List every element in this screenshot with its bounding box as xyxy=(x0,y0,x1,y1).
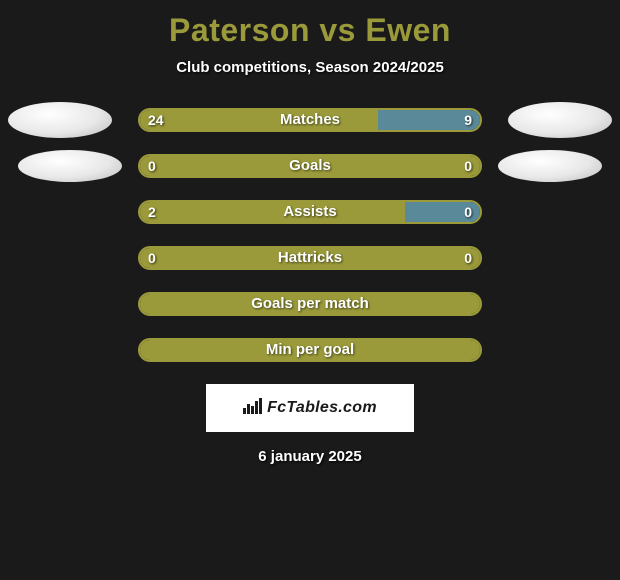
player-left-avatar xyxy=(8,102,112,138)
stat-value-left: 0 xyxy=(148,154,156,178)
stat-label: Matches xyxy=(140,110,480,130)
stat-value-right: 9 xyxy=(464,108,472,132)
stat-label: Assists xyxy=(140,202,480,222)
stat-row: Min per goal xyxy=(0,338,620,366)
stat-bar-track: Goals xyxy=(138,154,482,178)
stat-rows-container: Matches249Goals00Assists20Hattricks00Goa… xyxy=(0,108,620,366)
stat-bar-track: Assists xyxy=(138,200,482,224)
brand-text: FcTables.com xyxy=(267,399,377,417)
stat-label: Goals xyxy=(140,156,480,176)
stat-value-left: 24 xyxy=(148,108,164,132)
player-right-avatar xyxy=(508,102,612,138)
stat-bar-track: Hattricks xyxy=(138,246,482,270)
stat-bar-track: Matches xyxy=(138,108,482,132)
stat-value-right: 0 xyxy=(464,154,472,178)
stat-bar-track: Min per goal xyxy=(138,338,482,362)
page-subtitle: Club competitions, Season 2024/2025 xyxy=(0,59,620,76)
page-title: Paterson vs Ewen xyxy=(0,0,620,49)
stat-value-right: 0 xyxy=(464,200,472,224)
player-right-avatar xyxy=(498,150,602,182)
stat-row: Matches24 9 xyxy=(0,108,620,136)
stat-row: Hattricks0 0 xyxy=(0,246,620,274)
stat-row: Assists2 0 xyxy=(0,200,620,228)
stat-label: Goals per match xyxy=(140,294,480,314)
stat-value-left: 0 xyxy=(148,246,156,270)
stat-label: Min per goal xyxy=(140,340,480,360)
brand-bars-icon xyxy=(243,398,263,419)
stat-row: Goals per match xyxy=(0,292,620,320)
brand-box: FcTables.com xyxy=(206,384,414,432)
date-text: 6 january 2025 xyxy=(0,448,620,465)
stat-row: Goals0 0 xyxy=(0,154,620,182)
stat-value-right: 0 xyxy=(464,246,472,270)
stat-label: Hattricks xyxy=(140,248,480,268)
stat-bar-track: Goals per match xyxy=(138,292,482,316)
stat-value-left: 2 xyxy=(148,200,156,224)
player-left-avatar xyxy=(18,150,122,182)
